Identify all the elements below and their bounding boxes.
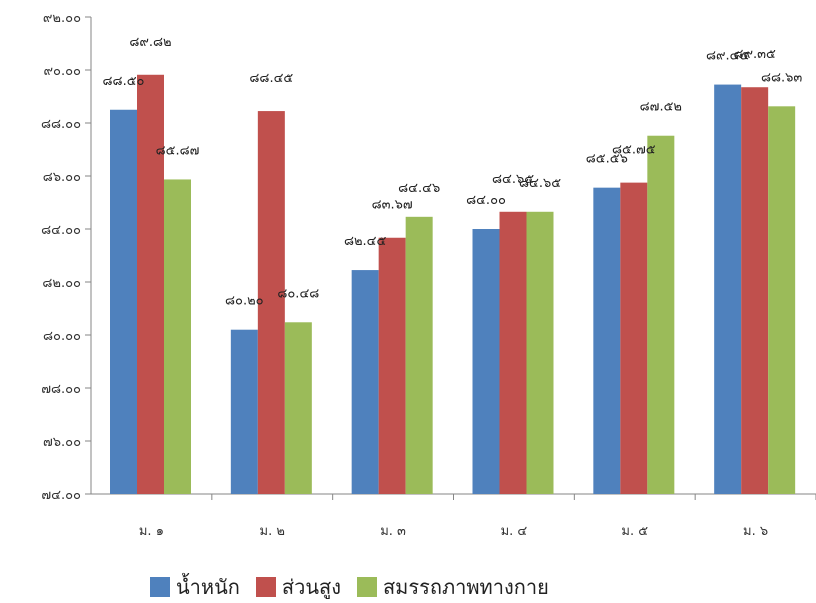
y-tick-label: ๗๘.๐๐ [41, 382, 81, 397]
bar [405, 216, 433, 494]
legend-swatch-fitness [356, 577, 377, 597]
data-label: ๘๙.๓๕ [733, 47, 776, 62]
bar [137, 74, 164, 495]
data-label: ๘๕.๗๕ [612, 143, 656, 158]
bars [110, 74, 796, 495]
data-label: ๘๔.๖๕ [519, 176, 561, 191]
data-label: ๘๙.๘๒ [129, 35, 171, 50]
bar [499, 211, 527, 494]
bar [110, 109, 137, 494]
data-label: ๘๔.๔๖ [398, 181, 440, 196]
legend-item-fitness: สมรรถภาพทางกาย [356, 571, 549, 603]
x-tick-label: ม. ๑ [139, 524, 164, 539]
bar [351, 270, 379, 494]
bar [741, 87, 769, 494]
bar [164, 179, 191, 494]
data-label: ๘๘.๕๐ [103, 74, 145, 89]
bar [647, 135, 675, 494]
bar [620, 182, 648, 494]
bar [472, 229, 500, 494]
data-label: ๘๐.๔๘ [277, 286, 319, 301]
data-label: ๘๙.๔๕ [706, 49, 750, 64]
y-tick-label: ๘๒.๐๐ [42, 276, 81, 291]
data-label: ๘๗.๕๒ [640, 100, 682, 115]
data-label: ๘๘.๔๕ [249, 71, 293, 86]
y-tick-label: ๘๔.๐๐ [41, 223, 81, 238]
legend-item-height: ส่วนสูง [255, 571, 341, 603]
axes: ๗๔.๐๐ ๗๖.๐๐ ๗๘.๐๐ ๘๐.๐๐ ๘๒.๐๐ ๘๔.๐๐ ๘๖.๐๐ ๘๘.๐๐… [41, 11, 816, 539]
legend-item-weight: น้ำหนัก [150, 571, 240, 603]
bar [526, 211, 554, 494]
y-tick-label: ๘๘.๐๐ [41, 117, 81, 132]
x-tick-label: ม. ๕ [621, 524, 648, 539]
y-tick-label: ๙๐.๐๐ [44, 64, 82, 79]
bar [284, 322, 312, 494]
x-tick-label: ม. ๒ [260, 524, 285, 539]
y-tick-label: ๗๖.๐๐ [43, 435, 81, 450]
bar [593, 187, 621, 494]
legend-label-fitness: สมรรถภาพทางกาย [382, 575, 549, 599]
data-label: ๘๔.๐๐ [466, 193, 506, 208]
data-label: ๘๐.๒๐ [225, 294, 264, 309]
y-tick-label: ๘๐.๐๐ [43, 329, 81, 344]
data-label: ๘๘.๖๓ [761, 70, 802, 85]
legend-label-weight: น้ำหนัก [176, 575, 240, 599]
data-label: ๘๓.๖๗ [372, 198, 413, 213]
bar [714, 84, 742, 494]
x-tick-label: ม. ๓ [380, 524, 406, 539]
y-tick-label: ๘๖.๐๐ [43, 170, 81, 185]
x-tick-label: ม. ๔ [501, 524, 528, 539]
legend-label-height: ส่วนสูง [281, 575, 341, 599]
data-label: ๘๕.๘๗ [156, 143, 200, 158]
bar [378, 237, 406, 494]
data-label: ๘๕.๕๖ [586, 152, 628, 167]
y-tick-label: ๙๒.๐๐ [43, 11, 81, 26]
legend-swatch-height [255, 577, 276, 597]
legend-swatch-weight [150, 577, 170, 597]
data-label: ๘๒.๔๕ [344, 234, 387, 249]
legend: น้ำหนัก ส่วนสูง สมรรถภาพทางกาย [150, 571, 549, 603]
x-tick-label: ม. ๖ [743, 524, 768, 539]
bar [230, 329, 258, 494]
data-label: ๘๔.๖๕ [492, 172, 534, 187]
bar [768, 106, 796, 495]
bar [257, 111, 285, 494]
y-tick-label: ๗๔.๐๐ [41, 488, 81, 503]
